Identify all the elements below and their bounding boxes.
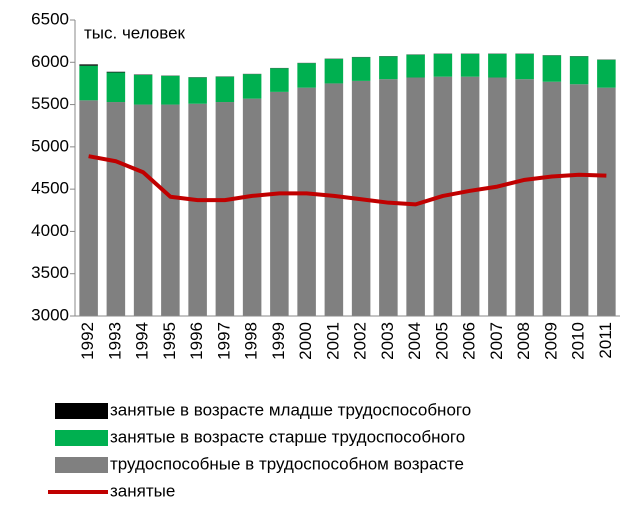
bar-segment: [215, 102, 235, 316]
x-tick-label: 2002: [351, 322, 370, 360]
x-tick-label: 1995: [160, 322, 179, 360]
bar-segment: [406, 77, 425, 316]
bar-segment: [460, 76, 480, 316]
x-tick-label: 1998: [242, 322, 261, 360]
legend-label: занятые в возрасте старше трудоспособног…: [110, 427, 465, 446]
bar-segment: [297, 87, 316, 317]
x-tick-label: 2001: [323, 322, 342, 360]
bar-segment: [488, 53, 507, 78]
bar-segment: [270, 91, 289, 316]
bar-segment: [161, 75, 180, 105]
bar-segment: [106, 72, 126, 103]
y-tick-label: 3000: [31, 305, 69, 324]
x-tick-label: 2006: [460, 322, 479, 360]
bar-segment: [188, 103, 207, 317]
x-tick-label: 2009: [541, 322, 560, 360]
bar-segment: [242, 74, 262, 99]
bar-segment: [542, 81, 562, 316]
y-tick-label: 5500: [31, 94, 69, 113]
x-tick-label: 1996: [187, 322, 206, 360]
bar-segment: [242, 98, 262, 316]
bar-segment: [569, 84, 589, 316]
bar-segment: [460, 53, 480, 77]
legend-swatch: [55, 430, 108, 446]
bar-segment: [488, 77, 507, 316]
bar-segment: [515, 79, 534, 316]
legend-label: занятые в возрасте младше трудоспособног…: [110, 400, 471, 419]
bar-segment: [79, 65, 98, 101]
line-series: [88, 154, 607, 207]
y-tick-label: 5000: [31, 136, 69, 155]
bar-segment: [324, 83, 344, 316]
x-tick-label: 1999: [269, 322, 288, 360]
legend-label: занятые: [110, 481, 175, 500]
legend-swatch: [55, 403, 108, 419]
annotation: тыс. человек: [84, 23, 186, 42]
bar-segment: [161, 104, 180, 316]
bar-segment: [569, 56, 589, 85]
bar-segment: [351, 57, 371, 81]
x-tick-label: 2005: [432, 322, 451, 360]
bar-segment: [106, 71, 126, 73]
x-tick-label: 2007: [487, 322, 506, 360]
bar-segment: [433, 53, 453, 77]
bar-segment: [133, 74, 153, 105]
bar-segment: [324, 58, 344, 84]
bar-segment: [406, 54, 425, 78]
bar-segment: [597, 87, 616, 317]
legend-label: трудоспособные в трудоспособном возрасте: [110, 454, 464, 473]
bar-segment: [270, 68, 289, 92]
y-tick-label: 4000: [31, 221, 69, 240]
x-tick-label: 2008: [514, 322, 533, 360]
bar-segment: [106, 102, 126, 316]
legend-swatch: [55, 457, 108, 473]
x-tick-label: 1994: [133, 322, 152, 360]
bar-segment: [542, 55, 562, 82]
x-tick-label: 2004: [405, 322, 424, 360]
y-tick-label: 6500: [31, 9, 69, 28]
y-tick-label: 4500: [31, 179, 69, 198]
bar-segment: [515, 53, 534, 80]
bar-segment: [215, 76, 235, 103]
x-tick-label: 2003: [378, 322, 397, 360]
bar-segment: [133, 104, 153, 316]
x-tick-label: 1992: [78, 322, 97, 360]
y-tick-label: 6000: [31, 52, 69, 71]
bar-segment: [379, 56, 398, 80]
bar-segment: [379, 79, 398, 316]
bar-segment: [79, 64, 98, 66]
x-tick-label: 1997: [214, 322, 233, 360]
x-tick-label: 1993: [105, 322, 124, 360]
bar-segment: [297, 63, 316, 88]
x-tick-label: 2010: [569, 322, 588, 360]
bar-segment: [188, 77, 207, 104]
bar-segment: [597, 59, 616, 88]
x-tick-label: 2011: [596, 322, 615, 359]
bar-segment: [79, 100, 98, 316]
y-tick-label: 3500: [31, 263, 69, 282]
x-tick-label: 2000: [296, 322, 315, 360]
